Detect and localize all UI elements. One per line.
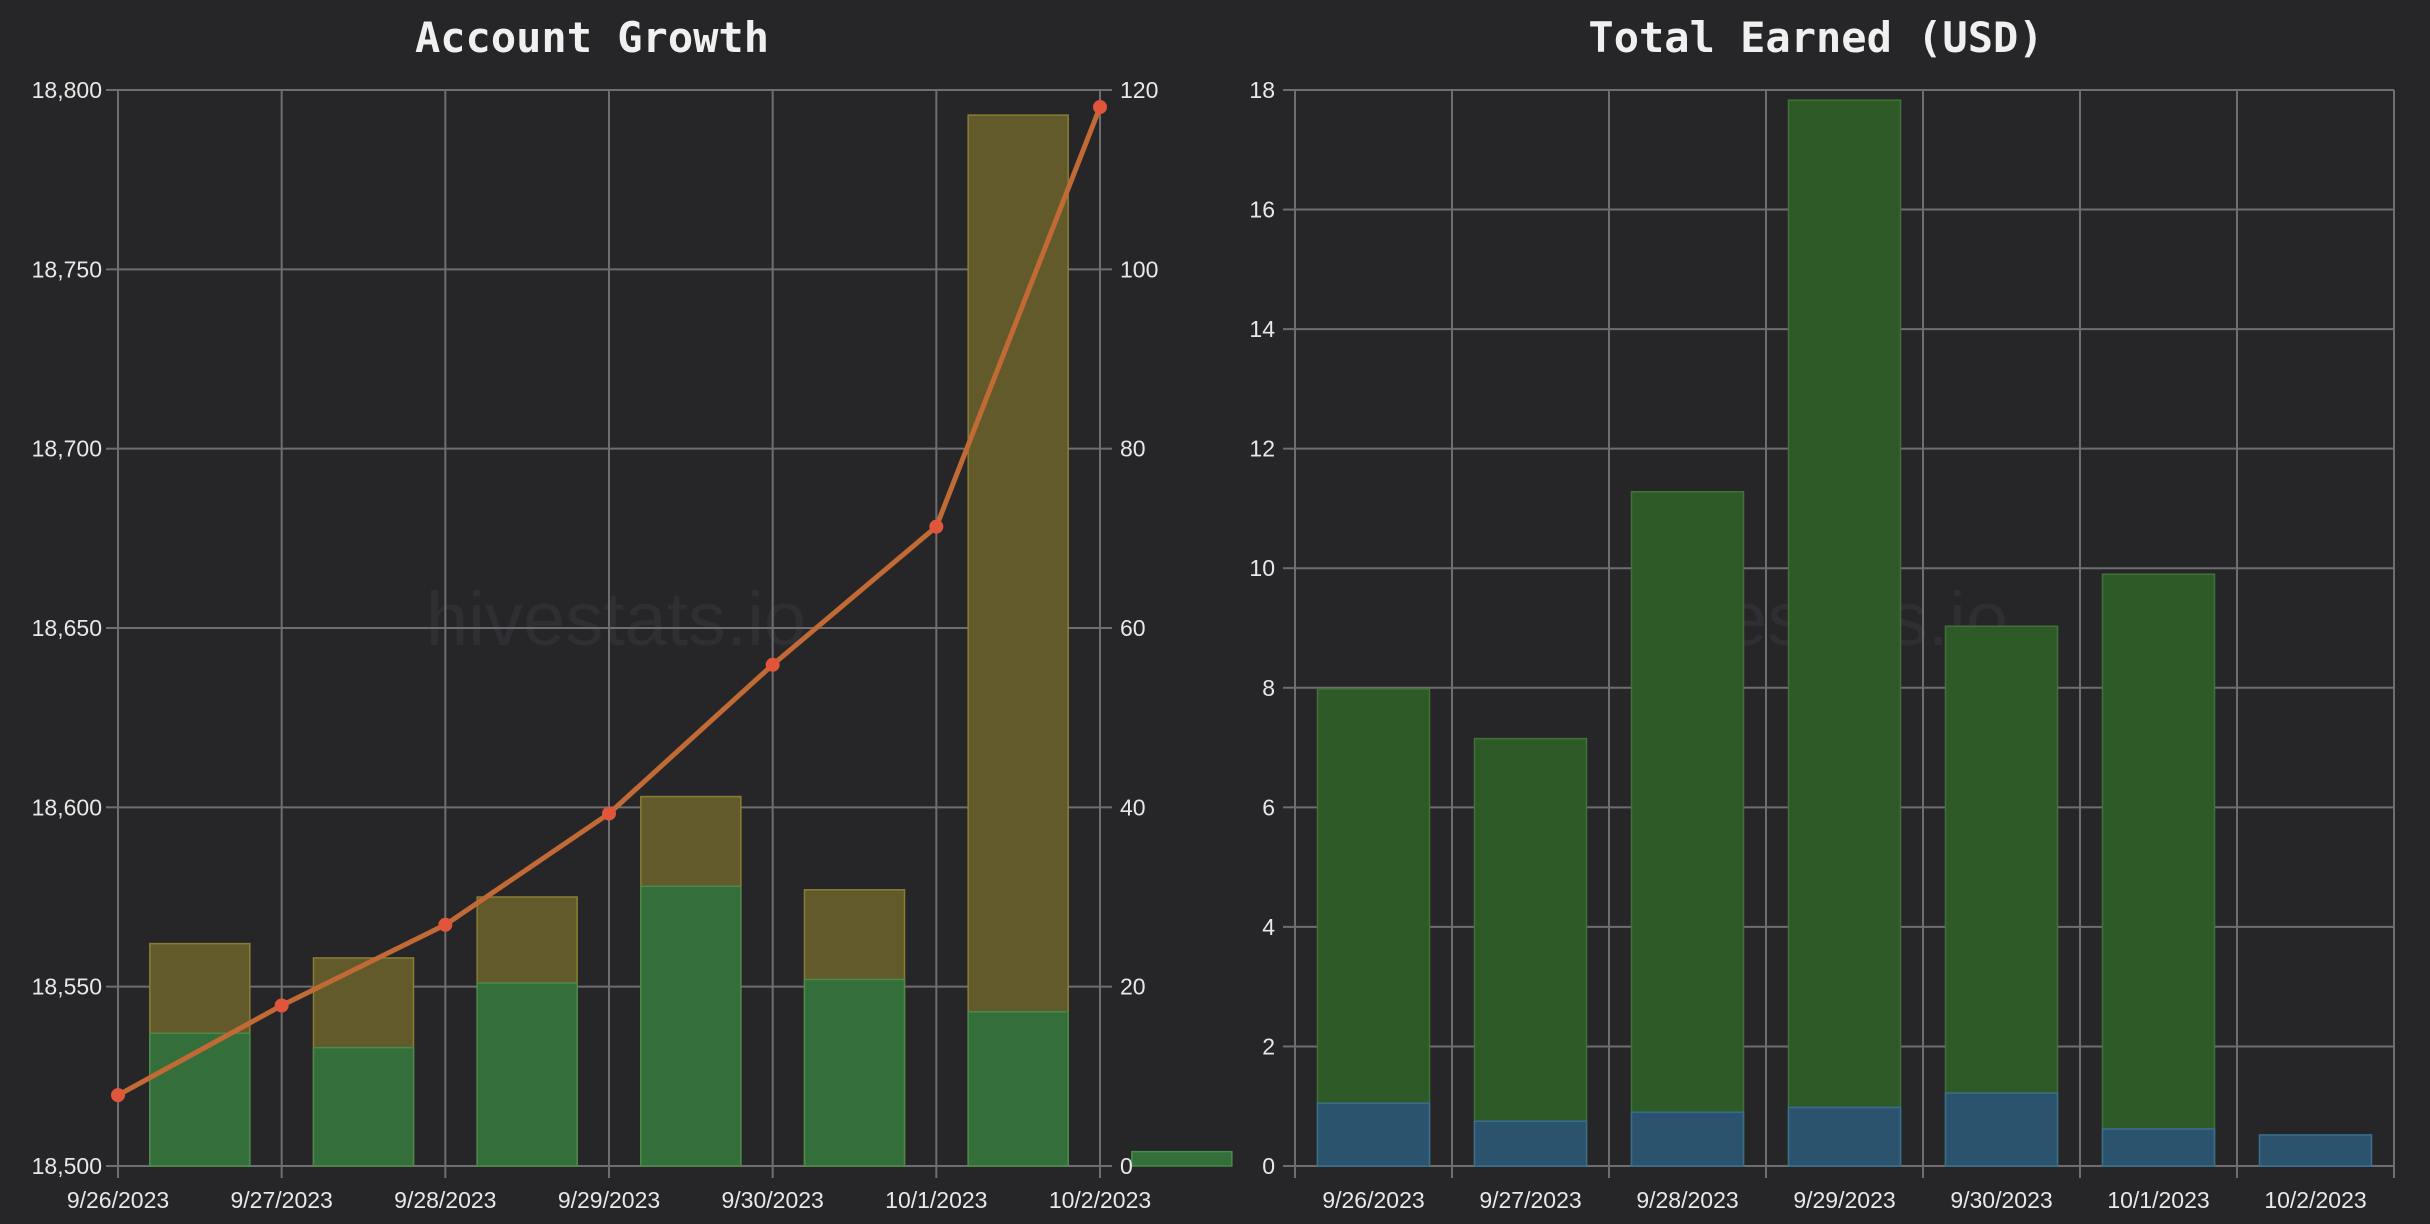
y-left-tick-label: 18,750 [32, 256, 102, 282]
y-tick-label: 18 [1249, 77, 1275, 103]
x-tick-label: 9/30/2023 [1950, 1187, 2052, 1213]
bar-blue [1630, 1111, 1745, 1167]
x-tick-label: 9/28/2023 [394, 1187, 496, 1213]
line-point [111, 1088, 125, 1103]
bar-green [1131, 1150, 1233, 1167]
total-earned-chart: Total Earned (USD) hivestats.io 02468101… [1249, 13, 2395, 1213]
line-point [438, 917, 453, 932]
line-point [929, 519, 944, 534]
x-tick-label: 10/2/2023 [2264, 1187, 2366, 1213]
y-right-tick-label: 20 [1120, 974, 1146, 1000]
y-left-tick-label: 18,600 [32, 794, 102, 820]
y-tick-label: 14 [1249, 316, 1275, 342]
y-left-tick-label: 18,700 [32, 436, 102, 462]
x-tick-label: 9/30/2023 [722, 1187, 824, 1213]
bar-green [1787, 99, 1902, 1167]
bar-green [312, 1046, 415, 1167]
y-right-tick-label: 80 [1120, 436, 1146, 462]
x-tick-label: 9/29/2023 [1793, 1187, 1895, 1213]
x-tick-label: 9/29/2023 [558, 1187, 660, 1213]
y-tick-label: 8 [1262, 675, 1275, 701]
x-tick-label: 9/27/2023 [1479, 1187, 1581, 1213]
x-tick-label: 9/26/2023 [1322, 1187, 1424, 1213]
y-tick-label: 12 [1249, 436, 1275, 462]
bar-blue [2258, 1134, 2373, 1167]
bar-green [1473, 737, 1588, 1167]
y-tick-label: 0 [1262, 1153, 1275, 1179]
x-tick-label: 9/27/2023 [231, 1187, 333, 1213]
watermark-left: hivestats.io [426, 577, 806, 662]
account-growth-title: Account Growth [415, 13, 769, 62]
bar-green [149, 1032, 251, 1167]
x-tick-label: 10/1/2023 [2107, 1187, 2209, 1213]
x-tick-label: 9/26/2023 [67, 1187, 169, 1213]
x-tick-label: 9/28/2023 [1636, 1187, 1738, 1213]
line-point [602, 806, 616, 821]
y-right-tick-label: 100 [1120, 256, 1158, 282]
bar-blue [1316, 1102, 1431, 1167]
y-right-tick-label: 40 [1120, 794, 1146, 820]
bar-green [1316, 688, 1431, 1167]
bar-green [967, 1011, 1069, 1167]
bar-green [2101, 573, 2216, 1167]
bar-blue [1473, 1120, 1588, 1167]
y-right-tick-label: 60 [1120, 615, 1146, 641]
bar-blue [2101, 1128, 2216, 1167]
total-earned-title: Total Earned (USD) [1588, 13, 2043, 62]
x-tick-label: 10/1/2023 [885, 1187, 987, 1213]
line-point [765, 657, 780, 672]
y-tick-label: 6 [1262, 794, 1275, 820]
bar-green [640, 885, 742, 1167]
bar-green [803, 978, 906, 1167]
y-left-tick-label: 18,500 [32, 1153, 102, 1179]
y-tick-label: 16 [1249, 197, 1275, 223]
y-left-tick-label: 18,550 [32, 974, 102, 1000]
bar-blue [1787, 1106, 1902, 1167]
line-point [274, 998, 289, 1013]
bar-green [476, 982, 578, 1167]
bar-blue [1944, 1092, 2059, 1167]
y-right-tick-label: 120 [1120, 77, 1158, 103]
bar-green [1944, 625, 2059, 1167]
account-growth-chart: Account Growth hivestats.io 18,500 18,550… [32, 13, 1233, 1213]
y-left-tick-label: 18,800 [32, 77, 102, 103]
line-point [1093, 100, 1107, 115]
bar-green [1630, 490, 1745, 1167]
x-tick-label: 10/2/2023 [1049, 1187, 1151, 1213]
y-tick-label: 4 [1262, 914, 1275, 940]
bar-olive [967, 114, 1069, 1167]
y-right-tick-label: 0 [1120, 1153, 1133, 1179]
y-left-tick-label: 18,650 [32, 615, 102, 641]
y-tick-label: 10 [1249, 555, 1275, 581]
y-tick-label: 2 [1262, 1033, 1275, 1059]
